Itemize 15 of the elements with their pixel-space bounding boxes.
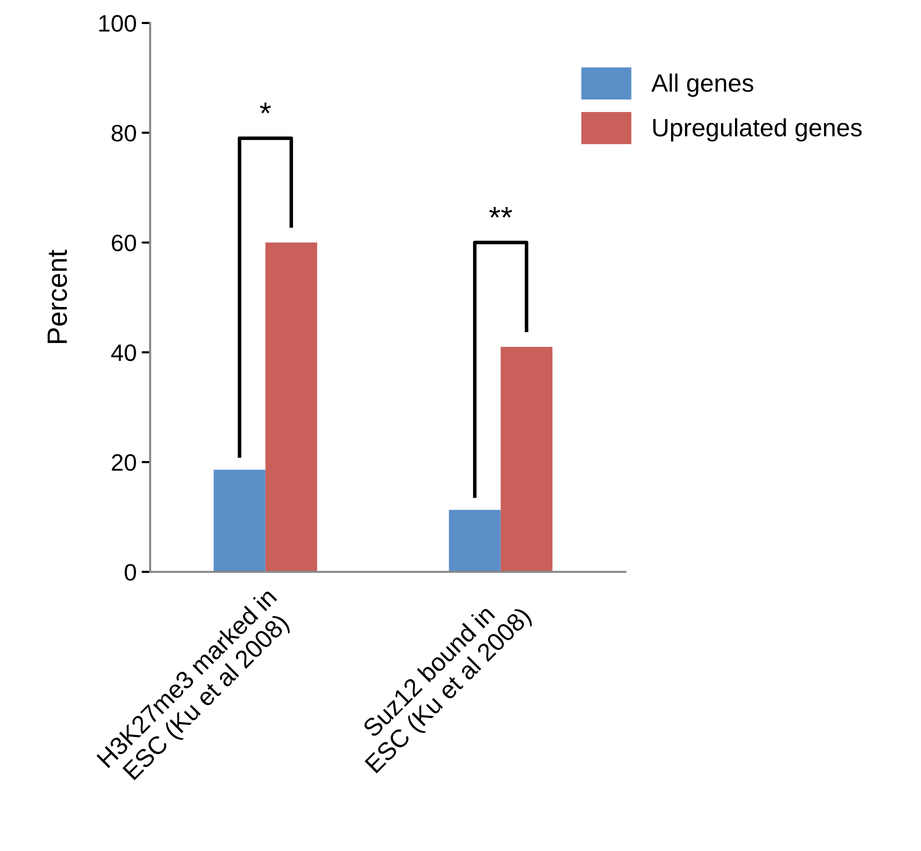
bar: [265, 242, 318, 572]
annotation: **: [489, 206, 512, 218]
y-axis-title: Percent: [48, 250, 68, 344]
legend-label: All genes: [651, 74, 754, 97]
y-tick-label: 40: [111, 344, 136, 362]
y-tick-label: 0: [124, 564, 136, 581]
y-tick-label: 100: [99, 15, 136, 32]
y-tick-label: 60: [112, 234, 136, 252]
y-tick-label: 20: [112, 454, 136, 471]
y-tick-label: 80: [112, 124, 136, 142]
legend-label: Upregulated genes: [653, 118, 862, 142]
bar: [500, 346, 552, 572]
bar: [448, 510, 501, 572]
annotation: *: [260, 102, 271, 114]
bar: [214, 470, 266, 572]
